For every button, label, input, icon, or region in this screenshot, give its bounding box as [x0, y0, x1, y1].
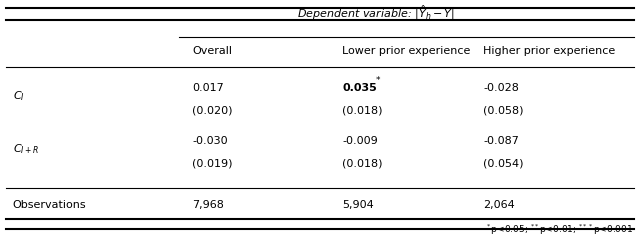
- Text: (0.018): (0.018): [342, 106, 383, 116]
- Text: -0.087: -0.087: [483, 136, 519, 146]
- Text: 7,968: 7,968: [192, 200, 224, 210]
- Text: 0.017: 0.017: [192, 83, 224, 93]
- Text: Dependent variable: $|\hat{Y}_h - Y|$: Dependent variable: $|\hat{Y}_h - Y|$: [297, 4, 455, 22]
- Text: *: *: [376, 76, 380, 85]
- Text: (0.019): (0.019): [192, 159, 232, 169]
- Text: $C_I$: $C_I$: [13, 89, 25, 103]
- Text: $C_{I+R}$: $C_{I+R}$: [13, 142, 39, 156]
- Text: 2,064: 2,064: [483, 200, 515, 210]
- Text: Observations: Observations: [13, 200, 86, 210]
- Text: -0.030: -0.030: [192, 136, 228, 146]
- Text: -0.028: -0.028: [483, 83, 519, 93]
- Text: 5,904: 5,904: [342, 200, 374, 210]
- Text: (0.020): (0.020): [192, 106, 232, 116]
- Text: Lower prior experience: Lower prior experience: [342, 46, 471, 56]
- Text: Overall: Overall: [192, 46, 232, 56]
- Text: -0.009: -0.009: [342, 136, 378, 146]
- Text: (0.058): (0.058): [483, 106, 524, 116]
- Text: 0.035: 0.035: [342, 83, 377, 93]
- Text: Higher prior experience: Higher prior experience: [483, 46, 616, 56]
- Text: (0.054): (0.054): [483, 159, 524, 169]
- Text: $^*$p<0.05; $^{**}$p<0.01; $^{***}$p<0.001: $^*$p<0.05; $^{**}$p<0.01; $^{***}$p<0.0…: [485, 223, 634, 237]
- Text: (0.018): (0.018): [342, 159, 383, 169]
